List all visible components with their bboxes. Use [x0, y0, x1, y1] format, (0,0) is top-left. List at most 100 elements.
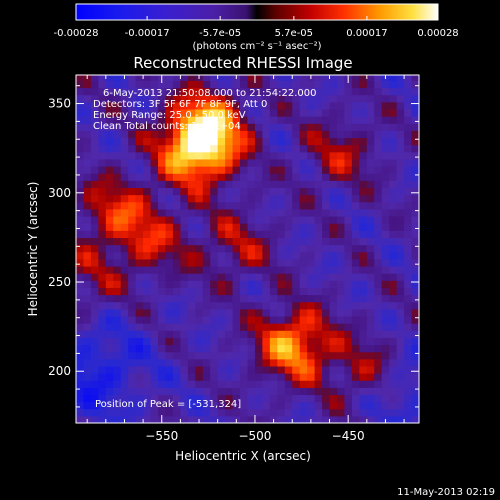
heatmap-cell — [351, 323, 360, 331]
heatmap-cell — [336, 373, 346, 381]
heatmap-cell — [351, 116, 360, 124]
heatmap-cell — [404, 87, 413, 96]
heatmap-cell — [299, 116, 308, 124]
heatmap-cell — [381, 230, 390, 238]
heatmap-cell — [284, 166, 293, 174]
heatmap-cell — [366, 166, 375, 174]
heatmap-cell — [351, 344, 360, 353]
heatmap-cell — [411, 323, 419, 331]
heatmap-cell — [195, 387, 204, 396]
heatmap-cell — [374, 373, 383, 381]
heatmap-cell — [277, 315, 286, 324]
heatmap-cell — [396, 273, 405, 281]
heatmap-cell — [128, 344, 137, 353]
heatmap-cell — [351, 137, 360, 146]
heatmap-cell — [374, 223, 383, 231]
heatmap-cell — [76, 223, 85, 231]
heatmap-cell — [411, 265, 419, 274]
heatmap-cell — [389, 394, 398, 403]
heatmap-cell — [336, 194, 346, 203]
heatmap-cell — [411, 294, 419, 303]
heatmap-cell — [90, 223, 99, 231]
heatmap-cell — [277, 237, 286, 246]
heatmap-cell — [187, 151, 196, 160]
heatmap-cell — [396, 408, 405, 417]
heatmap-cell — [299, 208, 308, 217]
heatmap-cell — [336, 344, 346, 353]
heatmap-cell — [217, 380, 226, 388]
heatmap-cell — [165, 251, 174, 260]
heatmap-cell — [359, 116, 368, 124]
heatmap-cell — [411, 180, 419, 189]
heatmap-cell — [351, 187, 360, 196]
heatmap-cell — [254, 344, 264, 353]
heatmap-cell — [83, 230, 92, 238]
heatmap-cell — [225, 308, 234, 317]
y-tick-label: 350 — [48, 97, 71, 111]
heatmap-cell — [158, 101, 167, 110]
heatmap-cell — [292, 294, 301, 303]
heatmap-cell — [351, 337, 360, 346]
heatmap-cell — [90, 351, 99, 360]
heatmap-cell — [210, 223, 219, 231]
heatmap-cell — [404, 408, 413, 417]
heatmap-cell — [113, 194, 122, 203]
heatmap-cell — [113, 108, 122, 117]
heatmap-cell — [76, 158, 85, 167]
heatmap-cell — [120, 187, 129, 196]
heatmap-cell — [98, 301, 107, 310]
heatmap-cell — [374, 173, 383, 181]
heatmap-cell — [404, 251, 413, 260]
heatmap-cell — [411, 301, 419, 310]
heatmap-cell — [411, 330, 419, 338]
heatmap-cell — [113, 330, 122, 338]
heatmap-cell — [254, 323, 264, 331]
heatmap-cell — [232, 408, 241, 417]
heatmap-cell — [314, 237, 323, 246]
heatmap-cell — [314, 394, 323, 403]
heatmap-cell — [351, 415, 360, 423]
heatmap-cell — [396, 351, 405, 360]
heatmap-cell — [247, 130, 256, 139]
heatmap-cell — [180, 373, 189, 381]
heatmap-cell — [366, 280, 375, 288]
heatmap-cell — [307, 301, 316, 310]
heatmap-cell — [180, 180, 189, 189]
heatmap-cell — [314, 201, 323, 210]
heatmap-image — [76, 75, 419, 423]
heatmap-cell — [120, 130, 129, 139]
heatmap-cell — [269, 315, 278, 324]
heatmap-cell — [262, 201, 271, 210]
heatmap-cell — [143, 365, 152, 374]
heatmap-cell — [98, 294, 107, 303]
heatmap-cell — [322, 401, 331, 410]
heatmap-cell — [277, 158, 286, 167]
heatmap-cell — [187, 294, 196, 303]
heatmap-cell — [277, 265, 286, 274]
heatmap-cell — [277, 408, 286, 417]
heatmap-cell — [150, 373, 159, 381]
heatmap-cell — [307, 308, 316, 317]
heatmap-cell — [404, 415, 413, 423]
heatmap-cell — [374, 101, 383, 110]
heatmap-cell — [351, 123, 360, 131]
heatmap-cell — [247, 237, 256, 246]
heatmap-cell — [284, 337, 293, 346]
heatmap-cell — [366, 208, 375, 217]
heatmap-cell — [381, 287, 390, 296]
heatmap-cell — [366, 344, 375, 353]
heatmap-cell — [336, 108, 346, 117]
heatmap-cell — [307, 194, 316, 203]
heatmap-cell — [404, 351, 413, 360]
heatmap-cell — [240, 144, 249, 153]
heatmap-cell — [374, 365, 383, 374]
heatmap-cell — [299, 251, 308, 260]
heatmap-cell — [105, 258, 114, 267]
heatmap-cell — [329, 187, 338, 196]
heatmap-cell — [195, 173, 204, 181]
heatmap-cell — [143, 315, 152, 324]
heatmap-cell — [217, 130, 226, 139]
heatmap-cell — [180, 130, 189, 139]
heatmap-cell — [105, 94, 114, 103]
heatmap-cell — [180, 208, 189, 217]
